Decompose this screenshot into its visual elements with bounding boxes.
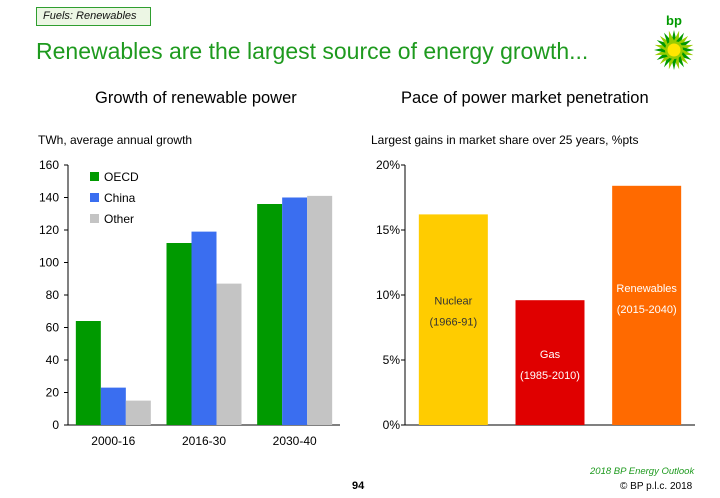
chart1-bar-china-2030-40 [282,197,308,425]
bp-logo-text: bp [666,13,682,28]
chart2-bar-gas [515,300,585,425]
chart1-bar-china-2000-16 [100,387,126,425]
chart2-bar-label: Renewables [616,283,677,295]
chart1-y-tick-label: 140 [39,191,59,205]
chart1-subtitle: TWh, average annual growth [38,133,193,147]
chart2-bar-renewables [612,185,682,425]
chart1-legend-swatch-oecd [90,172,99,181]
chart1-bar-oecd-2000-16 [75,321,101,425]
chart1-bar-other-2016-30 [216,283,242,425]
chart2-y-tick-label: 15% [376,223,400,237]
bp-helios-icon [654,30,694,70]
chart2-bar-label: Gas [540,349,561,361]
chart1-bar-oecd-2030-40 [257,204,283,425]
chart1-x-tick-label: 2016-30 [182,434,226,448]
chart2-bar-period: (1985-2010) [520,370,580,382]
chart1-y-tick-label: 0 [52,418,59,432]
chart1-y-tick-label: 40 [46,353,60,367]
chart2-y-tick-label: 10% [376,288,400,302]
chart1-x-tick-label: 2000-16 [91,434,135,448]
footer-source: 2018 BP Energy Outlook [590,466,695,477]
helios-core [667,43,681,57]
chart1-title: Growth of renewable power [95,89,297,107]
chart2-subtitle: Largest gains in market share over 25 ye… [371,133,639,147]
chart1-legend-label: China [104,191,136,205]
chart2-bar-nuclear [418,214,488,425]
chart1-y-tick-label: 20 [46,386,60,400]
chart2-y-tick-label: 20% [376,158,400,172]
chart2-title: Pace of power market penetration [401,89,649,107]
chart1-bar-other-2000-16 [125,400,151,425]
chart2-bar-label: Nuclear [434,295,472,307]
chart1-legend-swatch-other [90,214,99,223]
chart2-bar-period: (1966-91) [429,316,477,328]
copyright: © BP p.l.c. 2018 [620,481,693,492]
chart1-bar-china-2016-30 [191,231,217,425]
chart2-y-tick-label: 0% [383,418,401,432]
chart1-y-tick-label: 100 [39,256,59,270]
page-number: 94 [352,480,365,492]
chart1-x-tick-label: 2030-40 [273,434,317,448]
bp-logo: bp [654,13,694,70]
section-tag: Fuels: Renewables [36,7,151,26]
chart2-y-tick-label: 5% [383,353,401,367]
chart1-legend-swatch-china [90,193,99,202]
chart1-y-tick-label: 160 [39,158,59,172]
chart2-bar-period: (2015-2040) [617,304,677,316]
chart1-bar-oecd-2016-30 [166,243,192,425]
chart1-bar-other-2030-40 [307,195,333,425]
chart1-y-tick-label: 80 [46,288,60,302]
chart1-y-tick-label: 60 [46,321,60,335]
page-headline: Renewables are the largest source of ene… [36,38,589,64]
chart1-legend-label: Other [104,212,134,226]
chart1-legend-label: OECD [104,170,139,184]
chart1-y-tick-label: 120 [39,223,59,237]
